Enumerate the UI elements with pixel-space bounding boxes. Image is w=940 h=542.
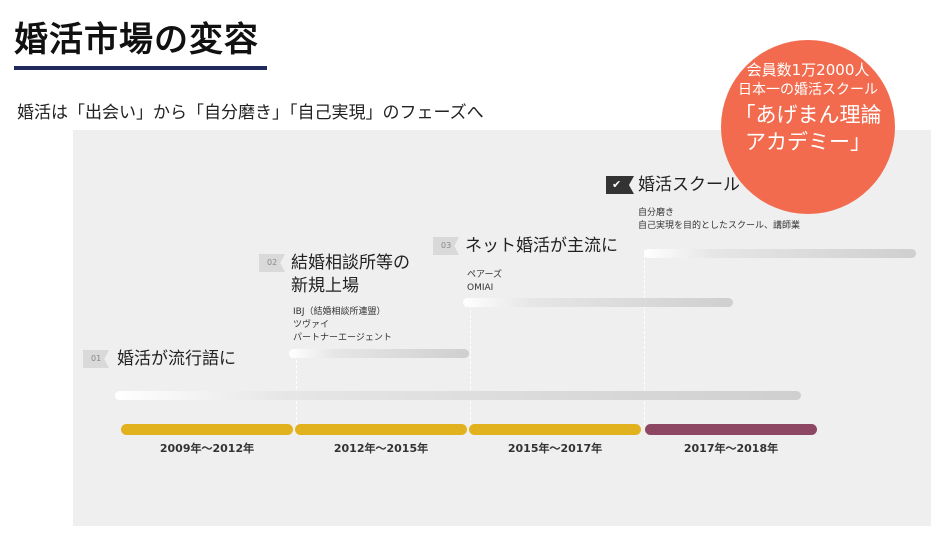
- period-label-3: 2015年～2017年: [507, 442, 603, 455]
- period-label-1: 2009年～2012年: [159, 442, 255, 455]
- note-item: パートナーエージェント: [293, 333, 392, 343]
- phase-title-line2: 新規上場: [291, 276, 359, 296]
- phase-bar-3: [463, 298, 733, 307]
- period-bar-2: [295, 424, 467, 435]
- note-item: 自分磨き: [638, 208, 675, 218]
- page-subtitle: 婚活は「出会い」から「自分磨き」「自己実現」のフェーズへ: [17, 103, 484, 123]
- note-item: OMIAI: [467, 283, 494, 293]
- title-underline: [14, 66, 267, 70]
- phase-number-marker: 03: [433, 237, 459, 255]
- phase-bar-2: [289, 349, 469, 358]
- badge-line-1: 会員数1万2000人: [746, 61, 870, 79]
- phase-bar-4: [644, 249, 916, 258]
- promo-badge: 会員数1万2000人 日本一の婚活スクール 「あげまん理論 アカデミー」: [721, 40, 895, 214]
- badge-line-3: 「あげまん理論: [734, 103, 882, 127]
- page-title: 婚活市場の変容: [14, 20, 259, 60]
- period-bar-3: [469, 424, 641, 435]
- period-bar-4: [645, 424, 817, 435]
- guide-line-3: [470, 305, 471, 425]
- check-icon: ✔: [606, 176, 634, 194]
- phase-number-marker: 02: [259, 254, 285, 272]
- guide-line-2: [296, 355, 297, 425]
- phase-notes: 自分磨き 自己実現を目的としたスクール、講師業: [638, 207, 800, 233]
- note-item: ツヴァイ: [293, 320, 330, 330]
- phase-title: ネット婚活が主流に: [465, 236, 618, 256]
- note-item: 自己実現を目的としたスクール、講師業: [638, 221, 801, 231]
- phase-title: 婚活スクール: [638, 175, 740, 195]
- period-label-2: 2012年～2015年: [333, 442, 429, 455]
- phase-bar-1: [115, 391, 801, 400]
- badge-line-2: 日本一の婚活スクール: [738, 82, 878, 98]
- note-item: ペアーズ: [467, 270, 503, 280]
- phase-title: 婚活が流行語に: [117, 349, 236, 369]
- phase-title-line1: 結婚相談所等の: [291, 253, 410, 273]
- period-bar-1: [121, 424, 293, 435]
- note-item: IBJ（結婚相談所連盟）: [293, 307, 386, 317]
- guide-line-4: [644, 250, 645, 425]
- phase-notes: ペアーズ OMIAI: [467, 269, 502, 295]
- phase-notes: IBJ（結婚相談所連盟） ツヴァイ パートナーエージェント: [293, 306, 392, 345]
- phase-number-marker: 01: [83, 350, 109, 368]
- period-label-4: 2017年～2018年: [683, 442, 779, 455]
- badge-line-4: アカデミー」: [745, 130, 871, 154]
